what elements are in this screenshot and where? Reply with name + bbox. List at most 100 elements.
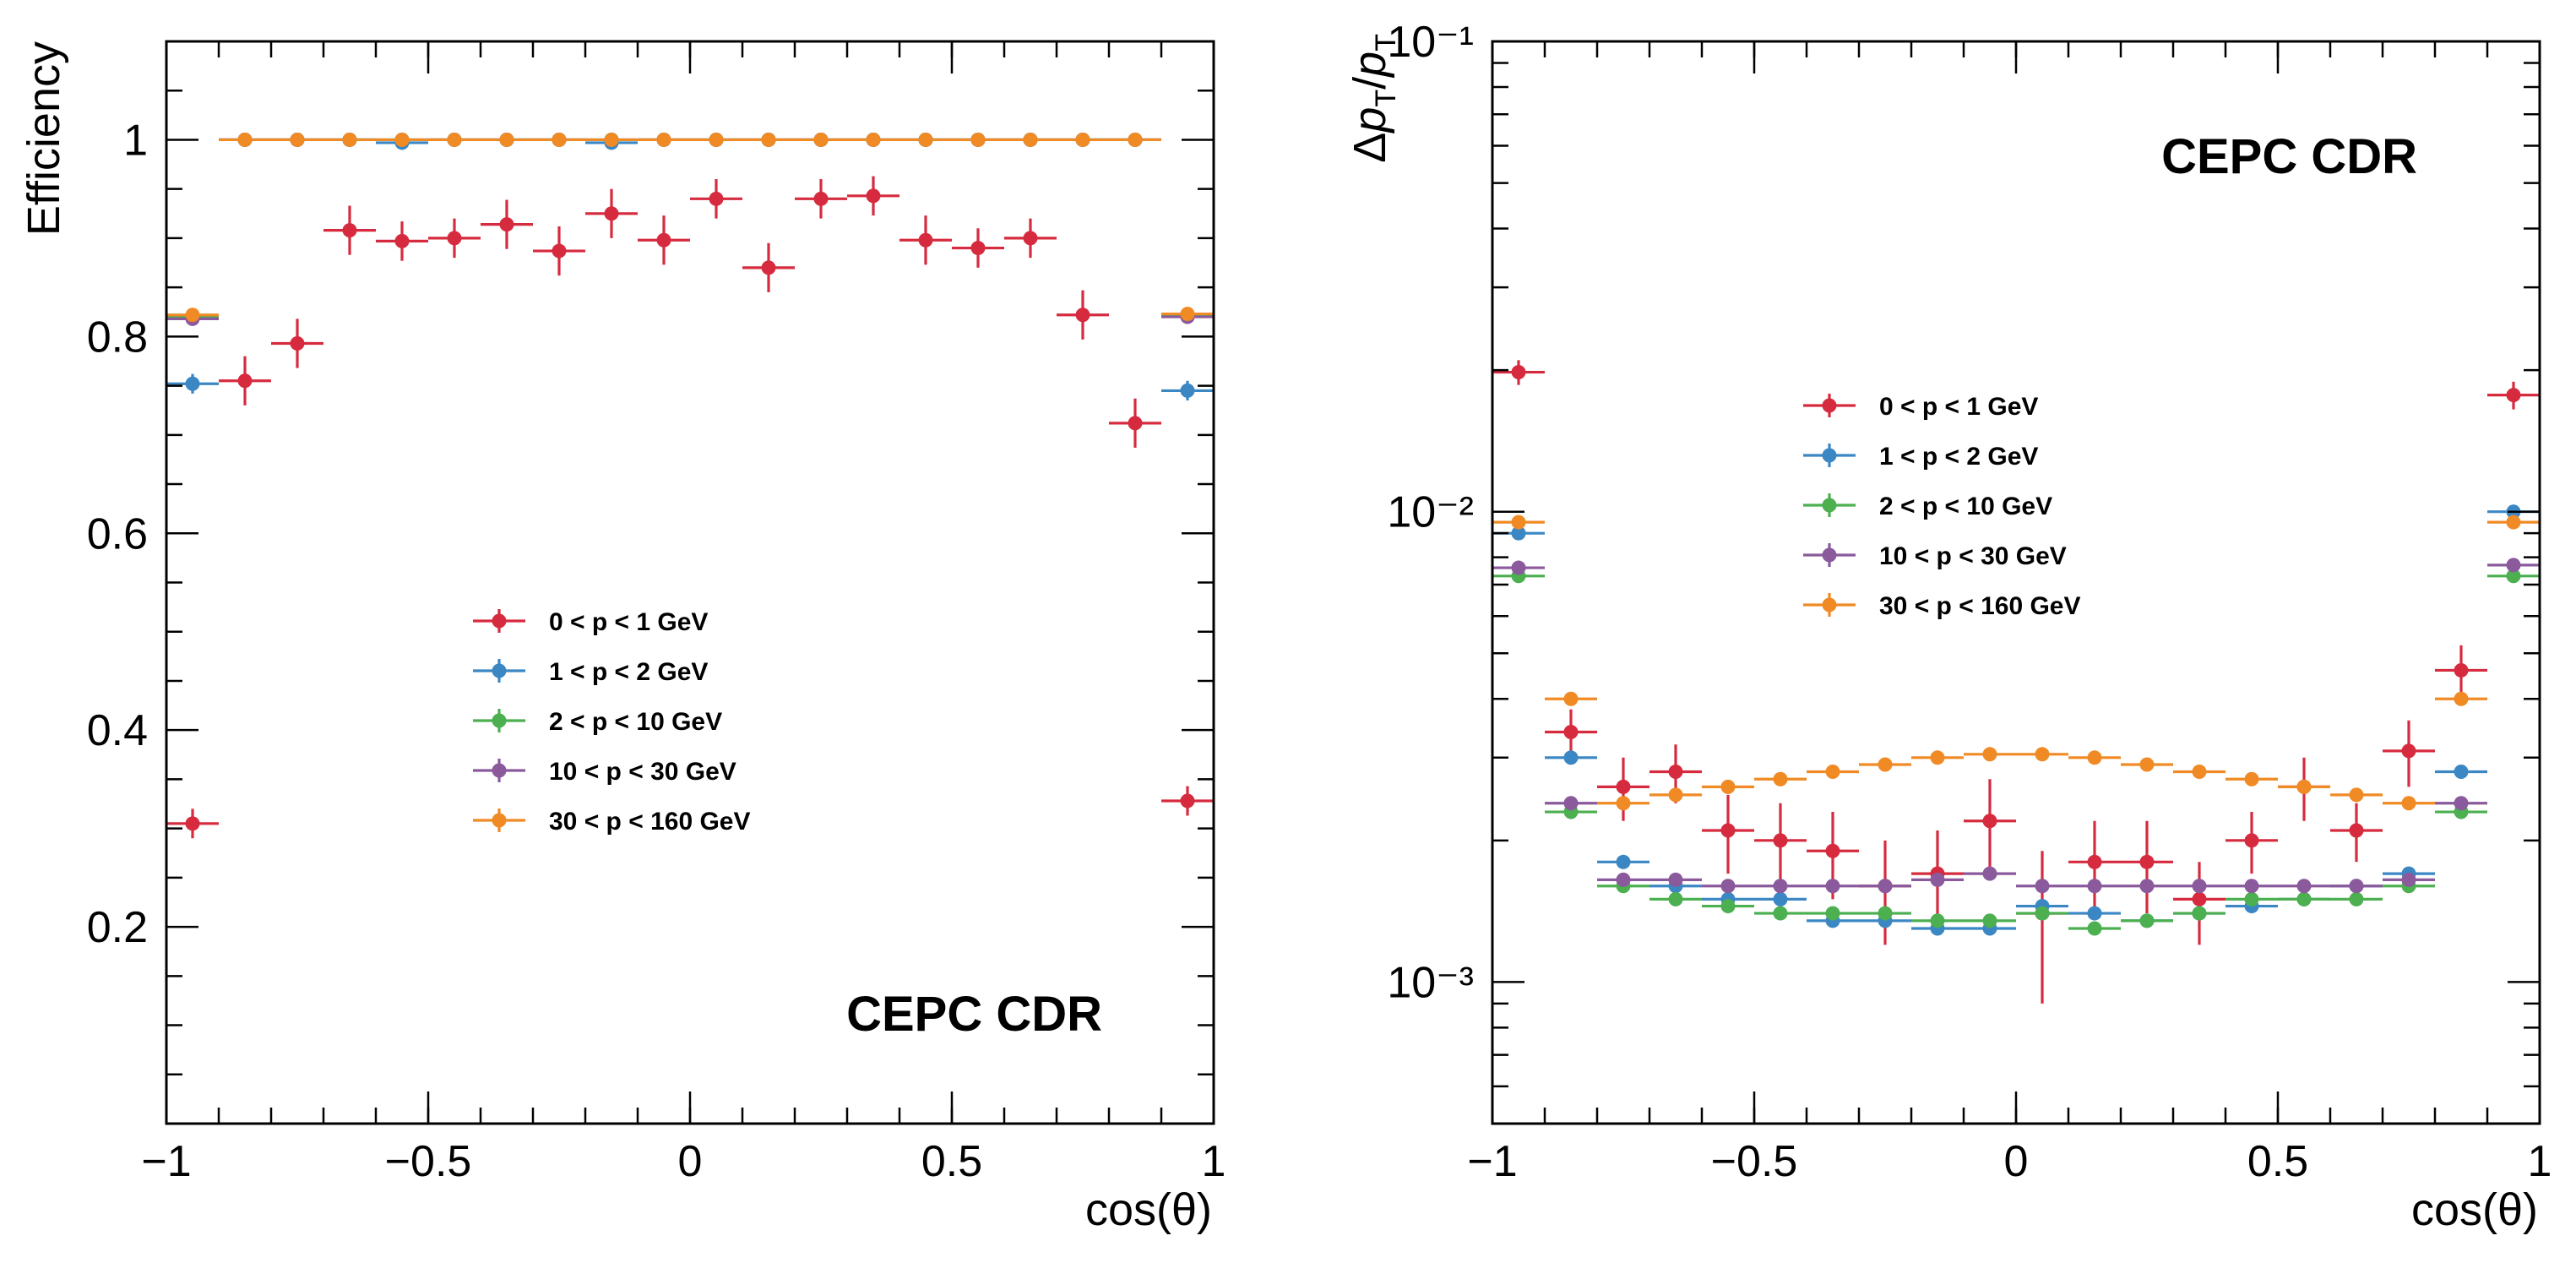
efficiency-data-point bbox=[1023, 231, 1038, 246]
resolution-data-point bbox=[1878, 906, 1893, 921]
efficiency-data-point bbox=[970, 241, 986, 256]
resolution-data-point bbox=[2296, 879, 2312, 894]
resolution-data-point bbox=[2139, 879, 2155, 894]
efficiency-series-4 bbox=[166, 132, 1214, 323]
resolution-data-point bbox=[2139, 854, 2155, 869]
resolution-data-point bbox=[1616, 779, 1631, 794]
resolution-data-point bbox=[1616, 854, 1631, 869]
efficiency-y-tick-label: 0.8 bbox=[87, 313, 148, 362]
resolution-data-point bbox=[2192, 891, 2207, 906]
efficiency-data-point bbox=[1180, 793, 1195, 808]
resolution-data-point bbox=[2454, 796, 2469, 811]
resolution-data-point bbox=[2401, 872, 2416, 887]
efficiency-legend: 0 < p < 1 GeV 1 < p < 2 GeV 2 < p < 10 GeV… bbox=[473, 608, 751, 836]
resolution-data-point bbox=[2506, 388, 2521, 403]
efficiency-data-point bbox=[761, 260, 776, 275]
resolution-legend-marker bbox=[1822, 498, 1837, 513]
efficiency-y-tick-label: 0.6 bbox=[87, 509, 148, 558]
resolution-legend-label: 0 < p < 1 GeV bbox=[1879, 393, 2038, 421]
resolution-data-point bbox=[1720, 823, 1736, 838]
efficiency-legend-label: 10 < p < 30 GeV bbox=[549, 758, 736, 786]
resolution-data-point bbox=[2244, 833, 2259, 848]
efficiency-data-point bbox=[185, 376, 200, 391]
resolution-data-point bbox=[1982, 814, 1997, 829]
efficiency-data-point bbox=[970, 132, 986, 147]
efficiency-legend-label: 2 < p < 10 GeV bbox=[549, 708, 722, 736]
resolution-axis-ticks: −1 −0.5 0 0.5 1 10⁻³ 10⁻² 10⁻¹ bbox=[1387, 18, 2552, 1186]
resolution-data-point bbox=[1668, 872, 1683, 887]
efficiency-data-point bbox=[604, 206, 619, 221]
resolution-data-point bbox=[2506, 514, 2521, 530]
efficiency-data-point bbox=[761, 132, 776, 147]
efficiency-x-tick-label: 0 bbox=[678, 1137, 703, 1186]
resolution-data-point bbox=[2506, 558, 2521, 573]
resolution-legend-marker bbox=[1822, 398, 1837, 413]
resolution-data-point bbox=[2139, 913, 2155, 928]
efficiency-data-point bbox=[290, 132, 305, 147]
resolution-data-point bbox=[1616, 872, 1631, 887]
efficiency-data-point bbox=[918, 132, 933, 147]
resolution-data-point bbox=[1773, 891, 1788, 906]
efficiency-data-point bbox=[813, 132, 829, 147]
resolution-x-tick-label: 0 bbox=[2004, 1137, 2029, 1186]
efficiency-data-point bbox=[447, 231, 462, 246]
resolution-data-point bbox=[1773, 771, 1788, 787]
resolution-x-tick-label: 1 bbox=[2528, 1137, 2552, 1186]
resolution-y-axis-title: ΔpT/pT bbox=[1345, 34, 1402, 163]
resolution-data-point bbox=[1616, 796, 1631, 811]
resolution-panel: −1 −0.5 0 0.5 1 10⁻³ 10⁻² 10⁻¹ cos(θ) ΔpT/pT CE… bbox=[1345, 18, 2552, 1235]
efficiency-data-point bbox=[394, 233, 410, 248]
resolution-data-point bbox=[2401, 743, 2416, 759]
resolution-data-point bbox=[1563, 691, 1579, 706]
resolution-y-tick-label: 10⁻² bbox=[1387, 488, 1474, 537]
resolution-data-point bbox=[1668, 891, 1683, 906]
resolution-data-point bbox=[1563, 796, 1579, 811]
resolution-data-point bbox=[2454, 691, 2469, 706]
efficiency-panel: −1 −0.5 0 0.5 1 0.2 0.4 0.6 0.8 1 cos(θ) Efficien… bbox=[19, 40, 1226, 1235]
resolution-plot-area bbox=[1492, 360, 2540, 1004]
resolution-data-point bbox=[1982, 747, 1997, 762]
efficiency-data-point bbox=[237, 132, 253, 147]
efficiency-legend-marker bbox=[492, 763, 507, 778]
resolution-data-point bbox=[2296, 779, 2312, 794]
efficiency-data-point bbox=[709, 191, 724, 206]
resolution-data-point bbox=[2087, 879, 2102, 894]
resolution-data-point bbox=[1878, 879, 1893, 894]
resolution-data-point bbox=[2192, 906, 2207, 921]
resolution-data-point bbox=[2035, 879, 2050, 894]
resolution-data-point bbox=[2035, 747, 2050, 762]
resolution-data-point bbox=[2087, 750, 2102, 765]
resolution-data-point bbox=[1720, 899, 1736, 914]
resolution-data-point bbox=[1563, 725, 1579, 740]
resolution-data-point bbox=[1825, 906, 1840, 921]
efficiency-data-point bbox=[813, 191, 829, 206]
efficiency-data-point bbox=[552, 243, 567, 259]
resolution-data-point bbox=[2035, 906, 2050, 921]
resolution-x-axis-title: cos(θ) bbox=[2411, 1184, 2538, 1235]
efficiency-data-point bbox=[499, 132, 514, 147]
efficiency-data-point bbox=[1075, 132, 1090, 147]
resolution-data-point bbox=[1982, 913, 1997, 928]
efficiency-legend-marker bbox=[492, 813, 507, 828]
resolution-legend-marker bbox=[1822, 547, 1837, 563]
efficiency-data-point bbox=[1075, 308, 1090, 323]
resolution-series-3 bbox=[1492, 558, 2540, 894]
efficiency-x-tick-label: 1 bbox=[1202, 1137, 1226, 1186]
efficiency-data-point bbox=[1023, 132, 1038, 147]
efficiency-data-point bbox=[394, 132, 410, 147]
resolution-data-point bbox=[2192, 879, 2207, 894]
resolution-data-point bbox=[1563, 750, 1579, 765]
resolution-data-point bbox=[2244, 891, 2259, 906]
efficiency-axis-ticks: −1 −0.5 0 0.5 1 0.2 0.4 0.6 0.8 1 bbox=[87, 40, 1226, 1186]
resolution-data-point bbox=[2349, 823, 2364, 838]
resolution-data-point bbox=[1668, 764, 1683, 779]
efficiency-y-tick-label: 1 bbox=[123, 116, 148, 165]
efficiency-legend-marker bbox=[492, 613, 507, 629]
resolution-data-point bbox=[2349, 879, 2364, 894]
resolution-x-tick-label: −1 bbox=[1467, 1137, 1517, 1186]
efficiency-legend-marker bbox=[492, 713, 507, 728]
efficiency-data-point bbox=[185, 308, 200, 323]
resolution-data-point bbox=[2139, 757, 2155, 772]
